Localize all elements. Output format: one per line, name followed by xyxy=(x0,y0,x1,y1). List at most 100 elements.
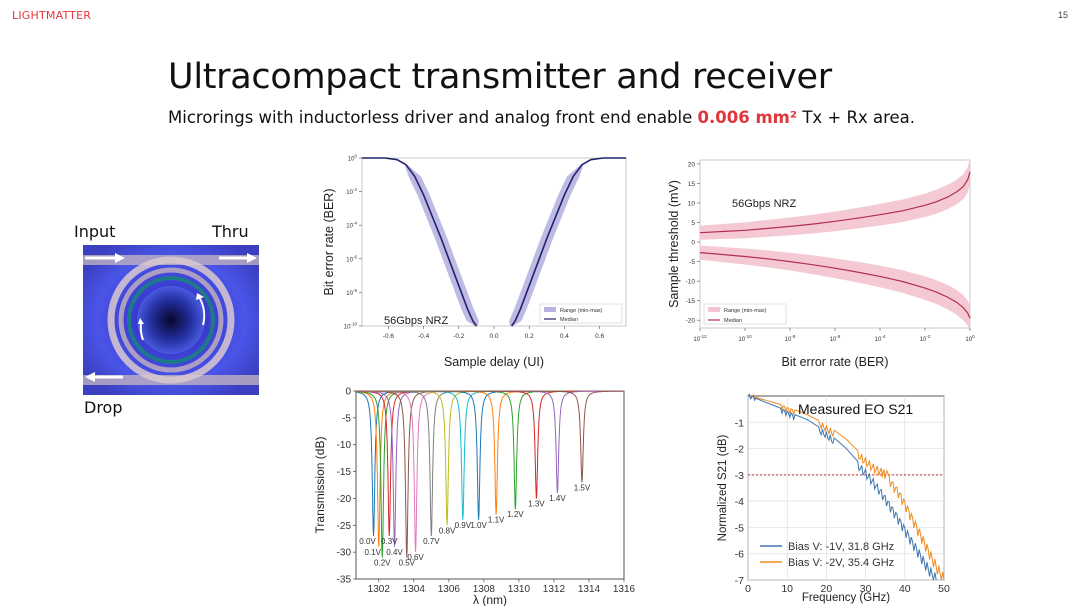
resonance-label: 0.3V xyxy=(381,537,398,546)
x-tick-label: -0.2 xyxy=(453,333,465,340)
x-tick-label: 10-10 xyxy=(738,334,752,343)
ber-xlabel: Sample delay (UI) xyxy=(444,355,544,369)
input-label: Input xyxy=(74,222,116,241)
y-tick-label: 10 xyxy=(688,200,696,207)
y-tick-label: 10-2 xyxy=(346,187,357,196)
x-tick-label: 100 xyxy=(965,334,975,343)
y-tick-label: 20 xyxy=(688,161,696,168)
ber-annotation: 56Gbps NRZ xyxy=(384,315,448,327)
upper-range-band xyxy=(700,159,970,240)
legend-median: Median xyxy=(560,317,578,323)
x-tick-label: -0.6 xyxy=(383,333,395,340)
drop-arrow-icon xyxy=(85,372,95,382)
resonance-line xyxy=(356,390,624,483)
area-highlight: 0.006 mm² xyxy=(697,108,798,127)
resonance-label: 0.5V xyxy=(399,559,416,568)
y-tick-label: 15 xyxy=(688,181,696,188)
thr-annotation: 56Gbps NRZ xyxy=(732,198,796,210)
x-tick-label: 0.0 xyxy=(489,333,498,340)
eo-ylabel: Normalized S21 (dB) xyxy=(717,434,729,541)
ber-median-line xyxy=(510,157,626,327)
y-tick-label: 10-8 xyxy=(346,288,357,297)
x-tick-label: 20 xyxy=(821,583,833,595)
resonance-label: 0.9V xyxy=(455,521,472,530)
ber-legend: Range (min-max) Median xyxy=(539,303,623,324)
y-tick-label: -3 xyxy=(735,470,744,482)
x-tick-label: 40 xyxy=(899,583,911,595)
resonance-label: 1.3V xyxy=(528,499,545,508)
resonance-label: 0.8V xyxy=(439,526,456,535)
x-tick-label: -0.4 xyxy=(418,333,430,340)
resonance-label: 1.5V xyxy=(574,483,591,492)
x-tick-label: 1308 xyxy=(473,584,496,595)
y-tick-label: 10-10 xyxy=(344,322,358,331)
resonance-label: 1.2V xyxy=(507,510,524,519)
upper-median-line xyxy=(699,171,971,234)
thr-ylabel: Sample threshold (mV) xyxy=(667,180,681,308)
series-bias-1v xyxy=(747,393,937,581)
x-tick-label: 0.4 xyxy=(560,333,569,340)
series-bias-2v xyxy=(747,393,945,581)
thr-xlabel: Bit error rate (BER) xyxy=(782,355,889,369)
drop-label: Drop xyxy=(84,398,123,417)
resonance-label: 0.4V xyxy=(386,548,403,557)
x-tick-label: 1302 xyxy=(368,584,391,595)
x-tick-label: 1304 xyxy=(403,584,426,595)
subtitle-text-end: Tx + Rx area. xyxy=(797,108,915,127)
tx-ylabel: Transmission (dB) xyxy=(313,437,327,534)
y-tick-label: -2 xyxy=(735,444,744,456)
x-tick-label: 1306 xyxy=(438,584,461,595)
legend-median: Median xyxy=(724,318,742,324)
y-tick-label: -15 xyxy=(686,298,696,305)
x-tick-label: 50 xyxy=(938,583,950,595)
x-tick-label: 10-6 xyxy=(830,334,841,343)
eo-xlabel: Frequency (GHz) xyxy=(802,592,890,604)
resonance-label: 0.0V xyxy=(359,537,376,546)
slide-title: Ultracompact transmitter and receiver xyxy=(168,57,832,97)
thru-label: Thru xyxy=(212,222,249,241)
legend-series-2: Bias V: -2V, 35.4 GHz xyxy=(788,557,894,569)
y-tick-label: -25 xyxy=(337,521,352,532)
lower-median-line xyxy=(699,252,971,319)
microring-micrograph xyxy=(83,245,259,395)
y-tick-label: -20 xyxy=(686,318,696,325)
plot-area xyxy=(699,159,971,329)
tx-xlabel: λ (nm) xyxy=(473,593,507,606)
thr-legend: Range (min-max) Median xyxy=(703,303,787,325)
x-tick-label: 1314 xyxy=(578,584,601,595)
y-tick-label: -4 xyxy=(735,496,744,508)
x-tick-label: 10-12 xyxy=(693,334,707,343)
resonance-label: 1.1V xyxy=(488,516,505,525)
x-tick-label: 10-2 xyxy=(920,334,931,343)
y-tick-label: 100 xyxy=(348,154,358,163)
y-tick-label: -1 xyxy=(735,417,744,429)
y-tick-label: -30 xyxy=(337,548,352,559)
plot-area xyxy=(747,395,945,581)
eo-title: Measured EO S21 xyxy=(798,401,913,417)
x-tick-label: 1312 xyxy=(543,584,566,595)
x-tick-label: 1316 xyxy=(613,584,636,595)
company-logo: LIGHTMATTER xyxy=(12,9,92,22)
y-tick-label: 10-6 xyxy=(346,254,357,263)
lower-range-band xyxy=(700,245,970,331)
y-tick-label: -10 xyxy=(686,279,696,286)
resonance-label: 0.1V xyxy=(365,548,382,557)
thru-arrow-icon xyxy=(247,253,257,263)
ber-bathtub-chart: -0.6 -0.4 -0.2 0.0 0.2 0.4 0.6 100 10-2 10-4 10-6… xyxy=(322,154,628,369)
transmission-chart: 0.0V 0.1V 0.2V 0.3V 0.4V 0.5V0.6V 0.7V 0.8V0.9V… xyxy=(313,387,636,607)
eo-s21-chart: 0 10 20 30 40 50 -1 -2 -3 -4 -5 -6 -7 Measured EO S… xyxy=(717,393,950,604)
y-tick-label: 5 xyxy=(691,220,695,227)
y-tick-label: -5 xyxy=(735,522,744,534)
resonance-label: 0.2V xyxy=(374,559,391,568)
y-tick-label: -10 xyxy=(337,440,352,451)
y-tick-label: -7 xyxy=(735,575,744,587)
input-arrow-icon xyxy=(115,253,125,263)
y-tick-label: -35 xyxy=(337,575,352,586)
x-tick-label: 0.6 xyxy=(595,333,604,340)
resonance-label: 0.7V xyxy=(423,537,440,546)
subtitle-text: Microrings with inductorless driver and … xyxy=(168,108,698,127)
y-tick-label: -6 xyxy=(735,549,744,561)
y-tick-label: 0 xyxy=(345,387,351,398)
legend-range: Range (min-max) xyxy=(724,308,767,314)
ber-ylabel: Bit error rate (BER) xyxy=(322,189,336,296)
